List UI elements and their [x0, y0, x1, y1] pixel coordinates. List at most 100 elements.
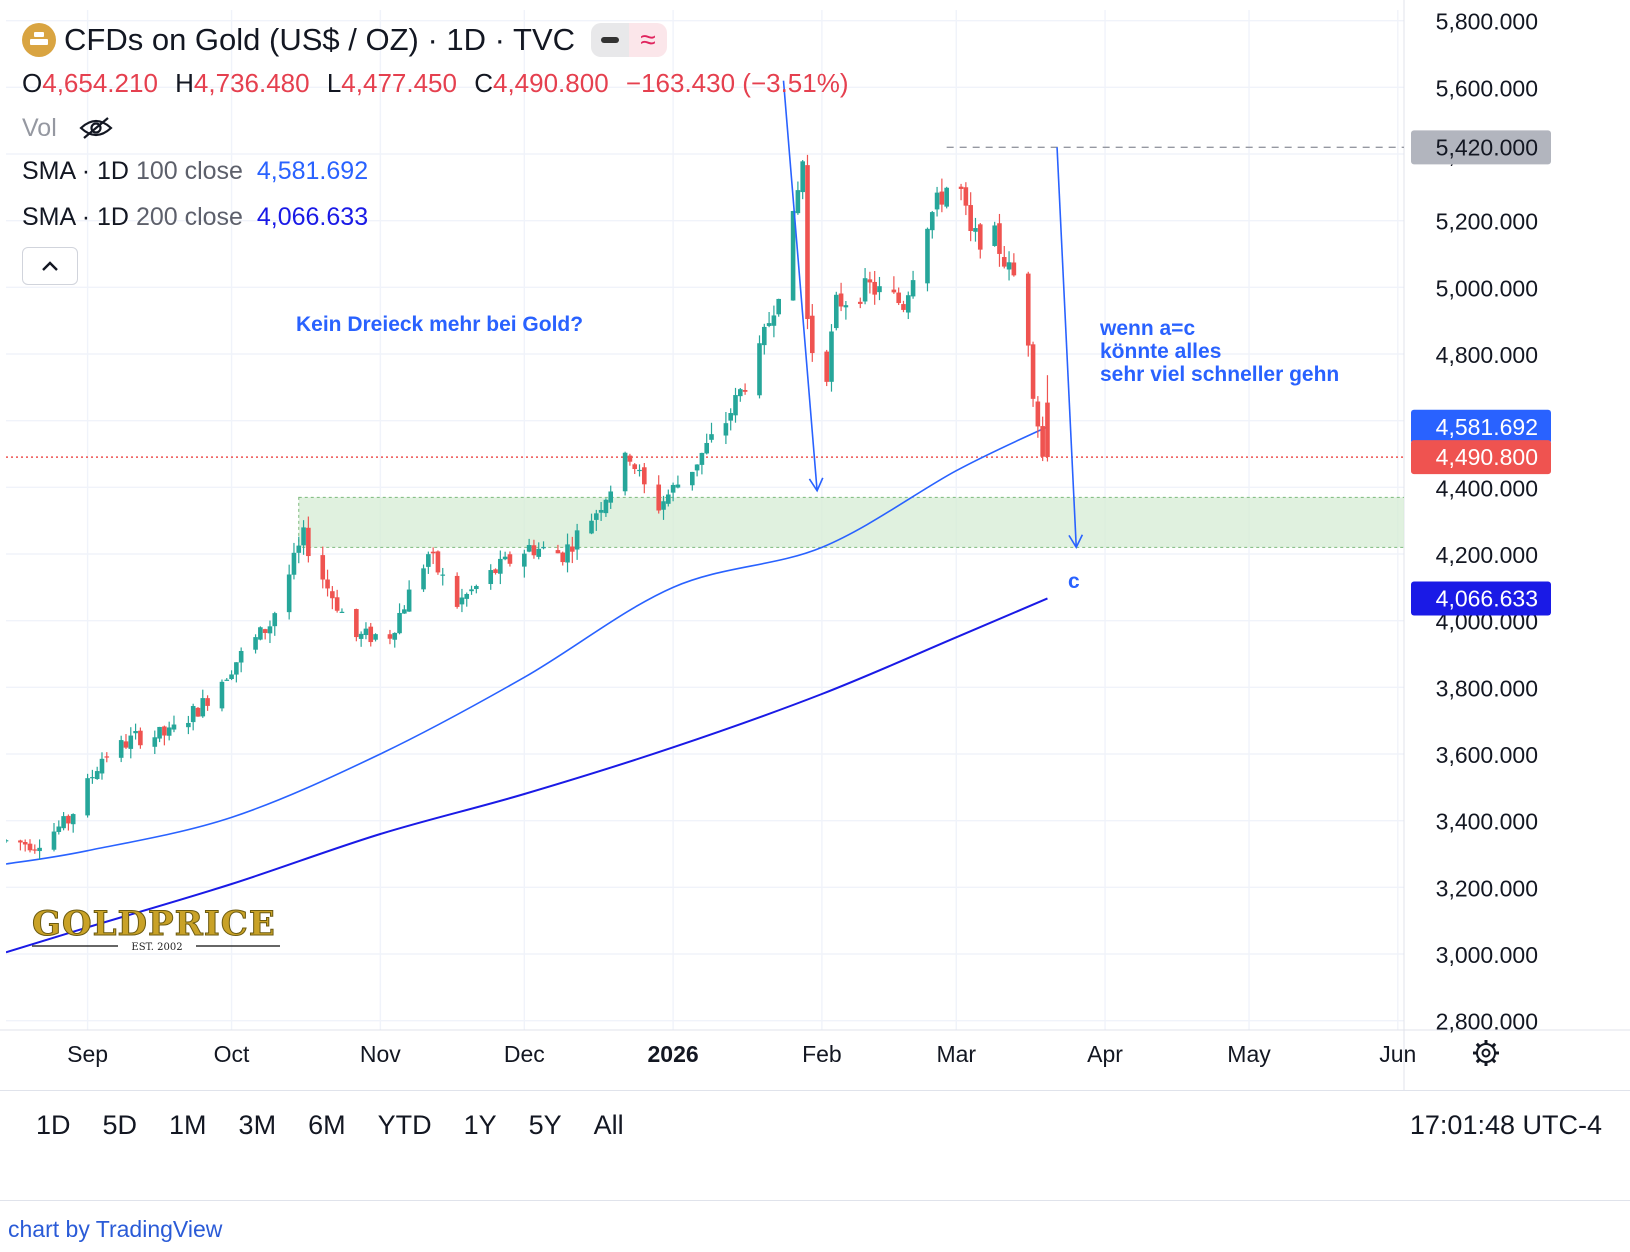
- candle: [733, 387, 738, 423]
- candle: [901, 300, 906, 313]
- eye-hidden-icon[interactable]: [79, 116, 113, 140]
- candle: [306, 516, 311, 563]
- candle: [459, 588, 465, 613]
- candle-body: [1011, 262, 1017, 276]
- candle-body: [574, 530, 580, 550]
- candle: [219, 679, 225, 712]
- candle-body: [200, 698, 206, 717]
- candle-body: [857, 301, 863, 304]
- candle: [186, 715, 191, 735]
- sma100-legend[interactable]: SMA · 1D 100 close 4,581.692: [22, 157, 369, 185]
- candle: [99, 752, 105, 780]
- time-axis: Sep Oct Nov Dec 2026 Feb Mar Apr May Jun: [67, 1041, 1416, 1067]
- candle: [430, 547, 436, 565]
- candle-body: [766, 323, 772, 326]
- price-axis[interactable]: 2,800.000 3,000.000 3,200.000 3,400.000 3,60…: [1411, 9, 1551, 1035]
- candle: [51, 822, 57, 852]
- candle: [642, 462, 647, 494]
- candle-body: [910, 280, 916, 297]
- candle-body: [171, 724, 177, 730]
- candle: [435, 550, 441, 575]
- range-button-1d[interactable]: 1D: [36, 1110, 71, 1140]
- range-button-3m[interactable]: 3M: [238, 1110, 277, 1140]
- sma200-price-tag-text: 4,066.633: [1436, 585, 1538, 611]
- range-button-ytd[interactable]: YTD: [377, 1110, 432, 1140]
- candle: [608, 485, 614, 509]
- sma200-price-tag: 4,066.633: [1411, 581, 1551, 616]
- candle: [330, 586, 335, 610]
- candle-body: [728, 413, 734, 421]
- range-button-all[interactable]: All: [593, 1110, 624, 1140]
- candle: [723, 412, 729, 445]
- time-tick-label: Nov: [360, 1041, 401, 1067]
- volume-indicator[interactable]: Vol: [22, 111, 859, 145]
- candle-body: [958, 186, 964, 189]
- candle-body: [570, 546, 575, 552]
- annotation-text-ac-line2: könnte alles: [1100, 340, 1221, 363]
- candle: [493, 568, 498, 575]
- sma200-price-tag-bg: [1411, 581, 1551, 616]
- candle-body: [301, 527, 306, 546]
- candle: [325, 569, 330, 597]
- plot-area: [6, 80, 1404, 954]
- range-button-5d[interactable]: 5D: [102, 1110, 138, 1140]
- range-button-6m[interactable]: 6M: [308, 1110, 346, 1140]
- candle: [373, 633, 378, 642]
- range-button-1y[interactable]: 1Y: [463, 1110, 497, 1140]
- arrow-head: [808, 477, 824, 493]
- candle: [507, 551, 513, 567]
- candle: [118, 735, 124, 763]
- settings-gear-icon[interactable]: [1473, 1040, 1499, 1066]
- candle: [809, 304, 815, 362]
- tradingview-credit-link[interactable]: chart by TradingView: [8, 1216, 223, 1242]
- candle: [589, 513, 594, 535]
- candle: [152, 730, 158, 755]
- footer-divider: [0, 1200, 1630, 1201]
- time-tick-label: Oct: [214, 1041, 250, 1067]
- time-tick-label: Dec: [504, 1041, 545, 1067]
- symbol-status-pill[interactable]: ≈: [591, 23, 668, 57]
- sma200-legend[interactable]: SMA · 1D 200 close 4,066.633: [22, 203, 369, 231]
- candle: [190, 703, 196, 731]
- candle-body: [795, 190, 801, 214]
- candle-body: [877, 286, 882, 293]
- time-tick-label: Feb: [802, 1041, 842, 1067]
- candle-body: [392, 632, 398, 640]
- time-tick-label: Apr: [1087, 1041, 1123, 1067]
- candle-body: [742, 390, 748, 392]
- candle: [910, 270, 916, 299]
- candle-body: [809, 315, 815, 354]
- candle-body: [128, 735, 134, 749]
- symbol-title[interactable]: CFDs on Gold (US$ / OZ) · 1D · TVC: [64, 22, 576, 57]
- range-button-1m[interactable]: 1M: [169, 1110, 207, 1140]
- candle-body: [464, 593, 470, 599]
- candle-body: [99, 758, 105, 774]
- candle: [205, 695, 210, 711]
- candle-body: [901, 304, 906, 310]
- collapse-legend-button[interactable]: [22, 247, 78, 285]
- candle-body: [435, 551, 441, 573]
- candle-body: [421, 568, 426, 590]
- candle-body: [934, 192, 940, 210]
- market-closed-icon: [591, 23, 630, 57]
- candle-body: [526, 545, 532, 552]
- candle-body: [440, 574, 446, 576]
- ohlc-values: O4,654.210 H4,736.480 L4,477.450 C4,490.…: [22, 68, 849, 98]
- candle-body: [637, 469, 642, 472]
- candle-body: [61, 816, 66, 829]
- clock[interactable]: 17:01:48 UTC-4: [1409, 1110, 1602, 1140]
- candle-body: [594, 513, 599, 520]
- range-button-5y[interactable]: 5Y: [528, 1110, 562, 1140]
- candle-body: [977, 224, 983, 250]
- candle: [977, 222, 983, 259]
- candle: [1045, 375, 1050, 462]
- candle: [560, 551, 566, 566]
- candle: [200, 689, 206, 718]
- candle: [867, 271, 873, 294]
- candle: [85, 773, 90, 818]
- candle-body: [474, 586, 479, 590]
- candle: [464, 592, 470, 607]
- candle-body: [843, 305, 849, 308]
- annotation-text-ac-line3: sehr viel schneller gehn: [1100, 363, 1339, 386]
